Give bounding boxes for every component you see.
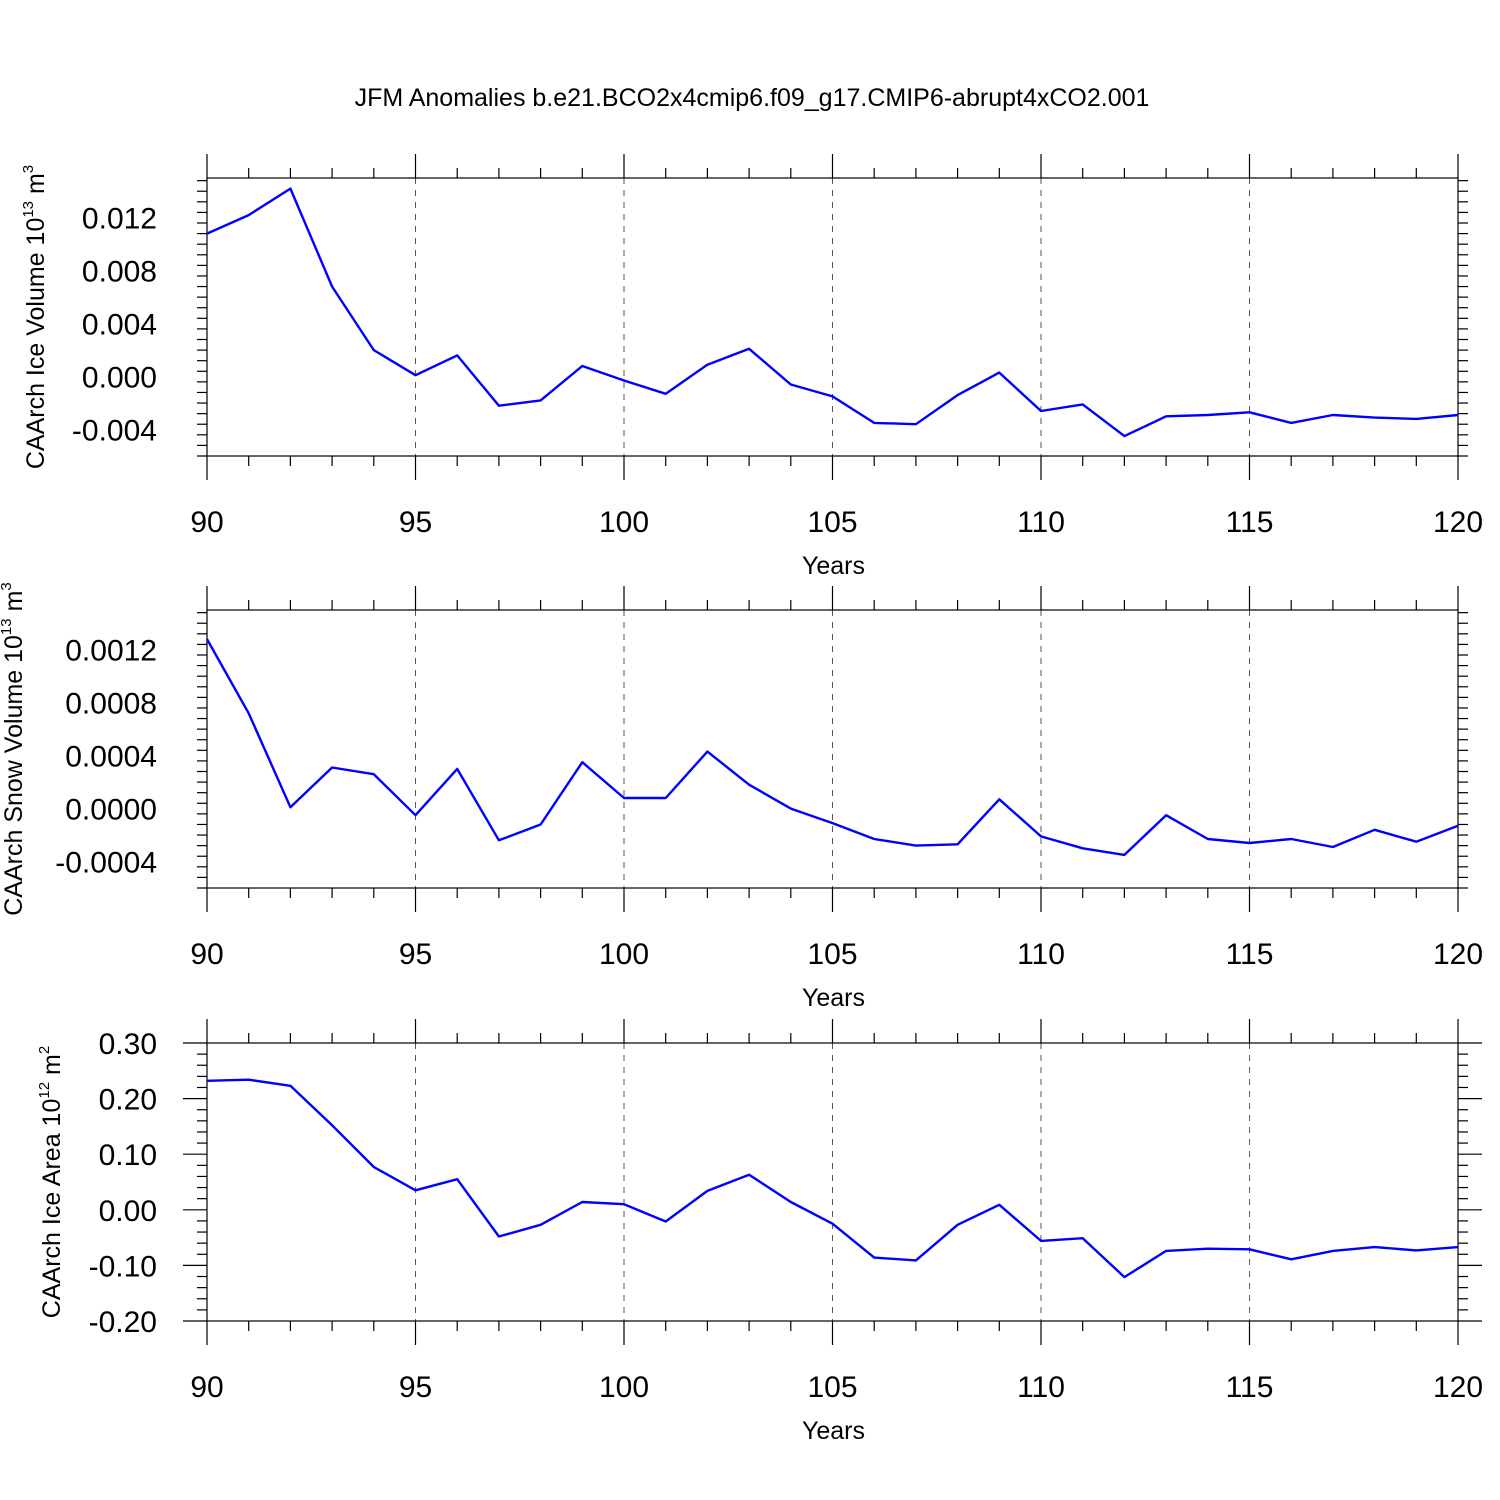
y-tick-label: -0.004 [72, 415, 157, 448]
panel-2: 90 95 100 105 110 115 120 Years -0.0004 0.0000 0.0… [0, 582, 1483, 1012]
y-tick-label: 0.0004 [65, 741, 157, 774]
x-tick-label: 115 [1226, 1371, 1274, 1404]
series-line [206, 1078, 1459, 1279]
x-axis-title: Years [802, 984, 865, 1012]
y-tick-label: 0.10 [99, 1139, 157, 1172]
x-tick-label: 105 [807, 506, 857, 539]
x-tick-label: 120 [1433, 506, 1483, 539]
x-axis-title: Years [802, 552, 865, 580]
y-axis-title: CAArch Ice Area 1012 m2 [36, 1046, 66, 1318]
x-tick-label: 105 [807, 1371, 857, 1404]
y-axis-title-exp: 13 [20, 201, 37, 218]
x-tick-label: 95 [399, 506, 432, 539]
y-axis-title-unit-exp: 3 [20, 165, 37, 173]
y-axis-title-unit: m [22, 173, 50, 201]
y-axis-title: CAArch Snow Volume 1013 m3 [0, 582, 28, 916]
y-axis-title-text: CAArch Snow Volume 10 [0, 635, 28, 916]
x-tick-label: 100 [599, 506, 649, 539]
y-tick-label: 0.000 [82, 362, 157, 395]
y-tick-label: 0.00 [99, 1195, 157, 1228]
series-line [205, 638, 1459, 857]
x-tick-label: 95 [399, 1371, 432, 1404]
x-tick-label: 90 [190, 938, 223, 971]
y-tick-label: 0.008 [82, 256, 157, 289]
x-tick-label: 115 [1226, 506, 1274, 539]
y-axis-title-unit-exp: 3 [0, 582, 15, 590]
y-axis-title-text: CAArch Ice Area 10 [38, 1099, 66, 1319]
x-tick-label: 90 [190, 1371, 223, 1404]
panels: 90 95 100 105 110 115 120 Years -0.004 0.000 0.004… [0, 154, 1483, 1445]
x-tick-label: 110 [1017, 1371, 1065, 1404]
y-tick-label: -0.20 [89, 1306, 157, 1339]
y-tick-label: 0.0012 [65, 635, 157, 668]
x-tick-label: 105 [807, 938, 857, 971]
x-axis-title: Years [802, 1417, 865, 1445]
y-tick-label: -0.10 [89, 1250, 157, 1283]
panel-3: 90 95 100 105 110 115 120 Years -0.20 -0.10 0.00 0.… [36, 1019, 1483, 1445]
y-tick-label: 0.0008 [65, 688, 157, 721]
y-tick-label: 0.20 [99, 1084, 157, 1117]
y-axis-title-text: CAArch Ice Volume 10 [22, 218, 50, 470]
x-tick-label: 110 [1017, 506, 1065, 539]
y-axis-title-exp: 13 [0, 618, 15, 635]
y-tick-label: -0.0004 [55, 847, 157, 880]
y-tick-label: 0.30 [99, 1028, 157, 1061]
x-tick-label: 100 [599, 938, 649, 971]
x-tick-label: 120 [1433, 938, 1483, 971]
y-axis-title-unit: m [0, 591, 28, 619]
series-line [206, 187, 1459, 438]
x-tick-label: 95 [399, 938, 432, 971]
x-tick-label: 120 [1433, 1371, 1483, 1404]
y-axis-title-exp: 12 [36, 1082, 53, 1099]
chart-title: JFM Anomalies b.e21.BCO2x4cmip6.f09_g17.… [355, 84, 1150, 112]
y-tick-label: 0.012 [82, 203, 157, 236]
x-tick-label: 110 [1017, 938, 1065, 971]
y-tick-label: 0.004 [82, 309, 157, 342]
y-axis-title: CAArch Ice Volume 1013 m3 [20, 165, 50, 469]
panel-1: 90 95 100 105 110 115 120 Years -0.004 0.000 0.004… [20, 154, 1483, 580]
y-axis-title-unit: m [38, 1054, 66, 1082]
y-axis-title-unit-exp: 2 [36, 1046, 53, 1054]
x-tick-label: 100 [599, 1371, 649, 1404]
x-tick-label: 90 [190, 506, 223, 539]
x-tick-label: 115 [1226, 938, 1274, 971]
y-tick-label: 0.0000 [65, 794, 157, 827]
